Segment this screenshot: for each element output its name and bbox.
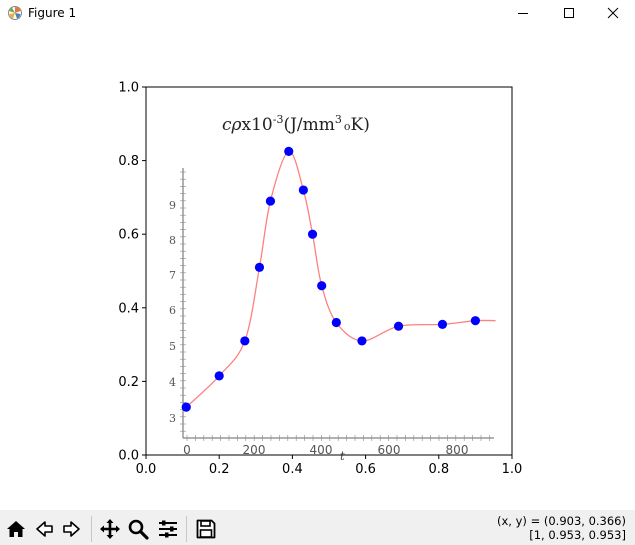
minimize-icon [518,13,528,14]
background-image-title: cρx10-3(J/mm3oK) [222,113,370,135]
zoom-button[interactable] [126,517,150,541]
inner-x-tick-label: 800 [446,443,469,457]
navigation-toolbar: (x, y) = (0.903, 0.366) [1, 0.953, 0.953… [0,510,635,545]
x-tick-label: 0.8 [428,462,449,477]
toolbar-separator [186,516,187,542]
inner-y-tick-label: 7 [169,269,176,282]
data-point [284,146,294,156]
data-point [214,371,224,381]
maximize-button[interactable] [546,0,592,26]
data-point [317,281,327,291]
inner-x-tick-label: 200 [243,443,266,457]
inner-y-tick-label: 8 [169,234,176,247]
data-point [470,316,480,326]
cursor-rgb-readout: [1, 0.953, 0.953] [529,528,626,542]
data-point [307,229,318,239]
matplotlib-app-icon [8,6,22,20]
cursor-coordinates: (x, y) = (0.903, 0.366) [1, 0.953, 0.953… [497,514,626,542]
inner-y-tick-label: 3 [169,412,176,425]
inner-x-label: t [340,449,345,463]
cursor-xy-readout: (x, y) = (0.903, 0.366) [497,514,626,528]
close-icon [607,7,619,19]
back-button[interactable] [32,517,56,541]
y-tick-label: 0.6 [118,228,139,243]
data-point [181,402,191,412]
data-point [357,336,367,346]
inner-y-tick-label: 5 [169,340,176,353]
axes-frame [145,86,513,456]
maximize-icon [564,8,574,18]
data-point [240,336,250,346]
pan-button[interactable] [98,517,122,541]
scatter-points [181,146,480,412]
background-image-inner-axes: 3 4 5 6 7 8 9 0 200 400 600 800 t [169,168,494,463]
data-point [331,317,341,328]
configure-subplots-icon [159,520,177,538]
forward-icon [63,521,80,537]
data-point [393,321,404,331]
window-titlebar: Figure 1 [0,0,635,26]
toolbar-separator [91,516,92,542]
configure-subplots-button[interactable] [156,517,180,541]
background-image-area [146,87,512,455]
inner-y-tick-label: 6 [169,304,176,317]
home-icon [7,521,25,537]
data-point [437,319,448,329]
inner-x-tick-label: 0 [183,443,191,457]
forward-button[interactable] [60,517,84,541]
inner-x-tick-label: 600 [378,443,401,457]
y-tick-label: 0.8 [118,154,139,169]
x-axis: 0.0 0.2 0.4 0.6 0.8 1.0 [136,455,523,477]
y-tick-label: 1.0 [118,81,139,96]
window-title: Figure 1 [28,6,77,20]
save-icon [196,519,216,539]
inner-y-tick-label: 4 [169,376,176,389]
y-tick-label: 0.2 [118,375,139,390]
pan-icon [100,519,120,539]
data-point [265,196,276,206]
data-point [254,262,265,272]
y-tick-label: 0.4 [118,301,139,316]
home-button[interactable] [4,517,28,541]
x-tick-label: 0.2 [209,462,230,477]
inner-x-tick-label: 400 [310,443,333,457]
x-tick-label: 0.6 [355,462,376,477]
save-button[interactable] [194,517,218,541]
background-image: cρx10-3(J/mm3oK) 3 4 5 6 7 8 9 0 200 400 600 800 t [146,87,512,463]
x-tick-label: 0.0 [136,462,157,477]
inner-y-tick-label: 9 [169,199,176,212]
back-icon [36,521,53,537]
y-tick-label: 0.0 [118,449,139,464]
x-tick-label: 0.4 [282,462,303,477]
plot-svg[interactable]: cρx10-3(J/mm3oK) 3 4 5 6 7 8 9 0 200 400 600 800 t 0… [0,26,635,510]
figure-canvas[interactable]: cρx10-3(J/mm3oK) 3 4 5 6 7 8 9 0 200 400 600 800 t 0… [0,26,635,510]
x-tick-label: 1.0 [502,462,523,477]
minimize-button[interactable] [500,0,546,26]
zoom-icon [128,519,149,540]
data-point [298,185,308,195]
close-button[interactable] [590,0,635,26]
y-axis: 0.0 0.2 0.4 0.6 0.8 1.0 [118,81,146,464]
